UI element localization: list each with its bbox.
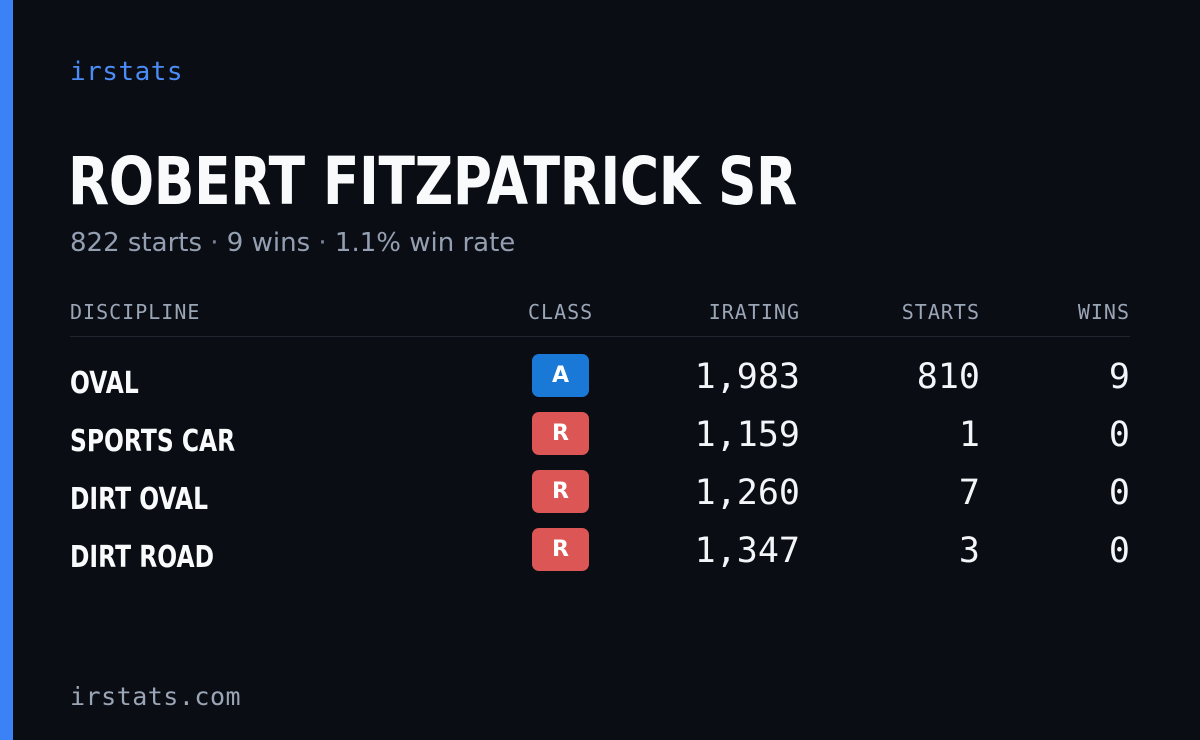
table-row: DIRT ROAD R 1,347 3 0 bbox=[70, 528, 1130, 586]
header-wins: WINS bbox=[1077, 300, 1130, 324]
summary-wins: 9 wins bbox=[226, 228, 311, 258]
starts-cell: 1 bbox=[958, 415, 980, 455]
class-badge: A bbox=[532, 354, 589, 397]
summary-separator: · bbox=[318, 228, 327, 258]
irating-cell: 1,260 bbox=[694, 473, 800, 513]
table-row: OVAL A 1,983 810 9 bbox=[70, 354, 1130, 412]
summary-starts: 822 starts bbox=[70, 228, 202, 258]
header-discipline: DISCIPLINE bbox=[70, 300, 201, 324]
irating-cell: 1,983 bbox=[694, 357, 800, 397]
accent-bar bbox=[0, 0, 13, 740]
irating-cell: 1,159 bbox=[694, 415, 800, 455]
discipline-cell: OVAL bbox=[70, 366, 139, 401]
starts-cell: 810 bbox=[916, 357, 980, 397]
starts-cell: 7 bbox=[958, 473, 980, 513]
brand-logo: irstats bbox=[70, 57, 184, 87]
wins-cell: 0 bbox=[1108, 531, 1130, 571]
irating-cell: 1,347 bbox=[694, 531, 800, 571]
class-badge: R bbox=[532, 528, 589, 571]
wins-cell: 0 bbox=[1108, 473, 1130, 513]
class-badge: R bbox=[532, 470, 589, 513]
wins-cell: 9 bbox=[1108, 357, 1130, 397]
discipline-cell: SPORTS CAR bbox=[70, 424, 236, 459]
summary-stats: 822 starts · 9 wins · 1.1% win rate bbox=[70, 228, 515, 258]
header-class: CLASS bbox=[528, 300, 594, 324]
class-badge: R bbox=[532, 412, 589, 455]
summary-win-rate: 1.1% win rate bbox=[334, 228, 516, 258]
table-row: DIRT OVAL R 1,260 7 0 bbox=[70, 470, 1130, 528]
wins-cell: 0 bbox=[1108, 415, 1130, 455]
discipline-cell: DIRT OVAL bbox=[70, 482, 209, 517]
header-irating: IRATING bbox=[708, 300, 800, 324]
table-row: SPORTS CAR R 1,159 1 0 bbox=[70, 412, 1130, 470]
driver-name: ROBERT FITZPATRICK SR bbox=[68, 143, 797, 220]
summary-separator: · bbox=[210, 228, 219, 258]
table-header: DISCIPLINE CLASS IRATING STARTS WINS bbox=[70, 298, 1130, 337]
discipline-cell: DIRT ROAD bbox=[70, 540, 215, 575]
discipline-table: DISCIPLINE CLASS IRATING STARTS WINS OVA… bbox=[70, 298, 1130, 575]
header-starts: STARTS bbox=[901, 300, 980, 324]
starts-cell: 3 bbox=[958, 531, 980, 571]
footer-site-link[interactable]: irstats.com bbox=[70, 682, 242, 711]
